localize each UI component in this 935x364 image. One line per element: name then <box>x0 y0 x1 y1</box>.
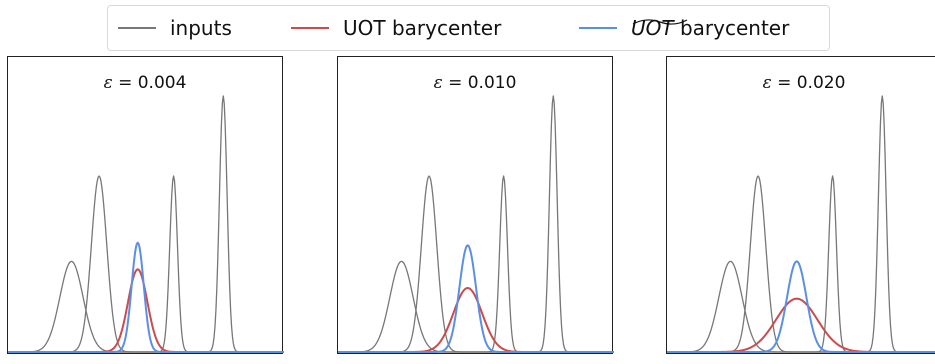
legend-item-uot: UOT barycenter <box>291 6 501 50</box>
input-curve-2 <box>338 175 614 353</box>
epsilon-symbol: ε <box>762 73 772 93</box>
panel-3: ε = 0.020 <box>666 56 935 354</box>
panel-title: ε = 0.020 <box>667 73 935 93</box>
uot-barycenter-curve-0 <box>667 297 935 353</box>
legend-label-inputs: inputs <box>170 16 232 40</box>
input-curve-3 <box>667 95 935 353</box>
panel-2: ε = 0.010 <box>337 56 614 354</box>
epsilon-value: = 0.004 <box>118 73 187 93</box>
epsilon-value: = 0.020 <box>777 73 846 93</box>
panel-title: ε = 0.010 <box>338 73 612 93</box>
input-curve-1 <box>667 175 935 353</box>
tilde-accent-icon <box>632 7 688 25</box>
input-curve-1 <box>8 175 284 353</box>
legend: inputs UOT barycenter UOT barycenter <box>107 5 830 51</box>
legend-item-inputs: inputs <box>118 6 232 50</box>
plot-svg <box>667 95 935 353</box>
epsilon-symbol: ε <box>103 73 113 93</box>
legend-swatch-uot-tilde <box>579 27 617 29</box>
legend-label-uot-tilde-main: barycenter <box>679 16 790 40</box>
input-curve-2 <box>667 175 935 353</box>
uot-barycenter-curve-0 <box>338 287 614 353</box>
uot-tilde-barycenter-curve-0 <box>667 260 935 353</box>
epsilon-value: = 0.010 <box>448 73 517 93</box>
legend-swatch-inputs <box>118 27 156 29</box>
plot-svg <box>8 95 284 353</box>
panel-title: ε = 0.004 <box>8 73 282 93</box>
panel-1: ε = 0.004 <box>7 56 284 354</box>
plot-svg <box>338 95 614 353</box>
legend-item-uot-tilde: UOT barycenter <box>579 6 789 50</box>
epsilon-symbol: ε <box>433 73 443 93</box>
input-curve-3 <box>338 95 614 353</box>
uot-tilde-symbol: UOT <box>631 16 688 40</box>
legend-label-uot-tilde: UOT barycenter <box>631 16 789 40</box>
uot-tilde-barycenter-curve-0 <box>8 241 284 353</box>
input-curve-2 <box>8 175 284 353</box>
uot-tilde-barycenter-curve-0 <box>338 244 614 353</box>
input-curve-0 <box>338 260 614 353</box>
input-curve-0 <box>667 260 935 353</box>
legend-label-uot: UOT barycenter <box>343 16 502 40</box>
input-curve-1 <box>338 175 614 353</box>
legend-swatch-uot <box>291 27 329 29</box>
